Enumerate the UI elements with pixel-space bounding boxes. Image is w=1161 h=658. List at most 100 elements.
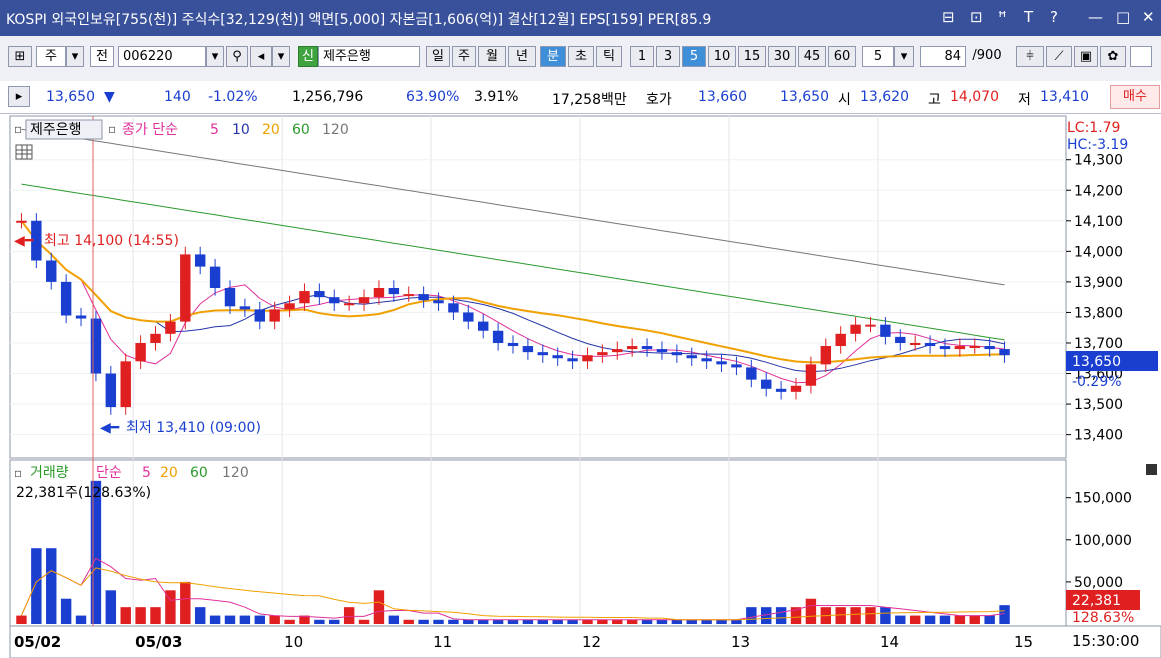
minute-45[interactable]: 45 [798, 46, 826, 67]
period-year[interactable]: 년 [508, 46, 536, 67]
stock-list-icon[interactable]: ▾ [272, 46, 290, 67]
minute-5[interactable]: 5 [682, 46, 706, 67]
volume-bar [150, 607, 161, 624]
option-checkbox[interactable] [1130, 46, 1152, 67]
count-input[interactable]: 84 [920, 46, 966, 67]
candle-body [939, 346, 951, 350]
candle-body [701, 358, 712, 362]
minute-30[interactable]: 30 [768, 46, 796, 67]
volume-tick-label: 100,000 [1074, 533, 1132, 549]
vol-ma-5-label: 5 [142, 465, 151, 481]
volume-bar [909, 615, 921, 624]
candle-body [880, 324, 891, 337]
volume-bar [299, 615, 310, 624]
current-change-value: -0.29% [1072, 374, 1122, 390]
volume-bar [552, 619, 563, 624]
candle-body [418, 294, 429, 301]
date-label: 10 [284, 633, 303, 651]
trendline-icon[interactable]: ⟋ [1046, 46, 1072, 67]
candle-body [790, 385, 802, 392]
candle-body [343, 303, 355, 306]
vol-ma-5-line [20, 557, 1005, 621]
maximize-icon[interactable]: □ [1116, 8, 1131, 26]
volume-bar [612, 619, 623, 624]
unit-minute[interactable]: 분 [540, 46, 566, 67]
ratio-1: 63.90% [406, 89, 460, 105]
current-price-tag-value: 13,650 [1072, 354, 1121, 370]
time-label: 15:30:00 [1072, 632, 1139, 650]
volume-bar [522, 619, 534, 624]
volume-bar [939, 615, 951, 624]
stock-code-input[interactable]: 006220 [118, 46, 206, 67]
interval-input[interactable]: 5 [862, 46, 894, 67]
minute-1[interactable]: 1 [630, 46, 654, 67]
period-week[interactable]: 주 [452, 46, 476, 67]
table-icon[interactable] [15, 144, 33, 160]
market-select[interactable]: 주 [36, 46, 66, 67]
candle-body [135, 342, 146, 362]
unit-second[interactable]: 초 [568, 46, 594, 67]
volume-bar [448, 619, 459, 624]
volume-bar [31, 548, 42, 624]
ma-120-label: 120 [322, 122, 349, 138]
hoga-label: 호가 [646, 92, 672, 108]
minimize-icon[interactable]: — [1088, 8, 1103, 26]
save-icon[interactable]: ▣ [1074, 46, 1098, 67]
volume-tick-label: 50,000 [1074, 575, 1123, 591]
candle-body [90, 318, 102, 374]
date-label: 05/02 [14, 633, 61, 651]
candle-type-icon[interactable]: ⫩ [1016, 46, 1044, 67]
date-label: 12 [582, 633, 601, 651]
gear-icon[interactable]: ✿ [1100, 46, 1126, 67]
restore-icon[interactable]: ⊟ [942, 8, 955, 26]
window-title: KOSPI 외국인보유[755(천)] 주식수[32,129(천)] 액면[5,… [6, 12, 712, 28]
current-volume-tag [1066, 590, 1140, 610]
count-total: /900 [972, 48, 1002, 63]
volume-bar [105, 590, 117, 624]
volume-bar [329, 619, 340, 624]
volume-bar [716, 619, 727, 624]
minute-3[interactable]: 3 [656, 46, 680, 67]
min-arrow-icon: ◀━ [100, 420, 120, 436]
quote-menu-icon[interactable]: ▸ [8, 86, 30, 107]
volume-bar [284, 619, 295, 624]
volume-bar [358, 619, 370, 624]
volume-bar [761, 607, 772, 624]
close-icon[interactable]: ✕ [1142, 8, 1155, 26]
unit-tick[interactable]: 틱 [596, 46, 622, 67]
prev-stock-icon[interactable]: ◂ [250, 46, 272, 67]
candle-body [31, 220, 42, 261]
minute-10[interactable]: 10 [708, 46, 736, 67]
minute-15[interactable]: 15 [738, 46, 766, 67]
interval-dropdown-icon[interactable]: ▾ [894, 46, 914, 67]
volume-bar [75, 615, 87, 624]
high-label: 고 [928, 92, 941, 108]
candle-body [120, 361, 131, 408]
layout-icon[interactable]: ⊞ [8, 46, 32, 67]
period-day[interactable]: 일 [426, 46, 450, 67]
stock-label-box[interactable] [25, 119, 103, 140]
candle-body [909, 342, 921, 345]
buy-button[interactable]: 매수 [1110, 85, 1160, 109]
candle-body [686, 355, 697, 359]
code-dropdown-icon[interactable]: ▾ [206, 46, 224, 67]
minute-60[interactable]: 60 [828, 46, 856, 67]
font-icon[interactable]: T [1024, 8, 1034, 26]
pin-icon[interactable]: ꟸ [998, 8, 1007, 26]
candle-body [656, 349, 668, 353]
volume-bar [165, 590, 176, 624]
volume-panel-close-icon[interactable] [1146, 464, 1157, 475]
candle-body [820, 346, 832, 365]
price-tick-label: 13,400 [1074, 428, 1123, 444]
volume-bar [865, 607, 876, 624]
date-label: 15 [1014, 633, 1033, 651]
mode-select[interactable]: 전 [90, 46, 114, 67]
ma-10-label: 10 [232, 122, 250, 138]
period-month[interactable]: 월 [478, 46, 506, 67]
help-icon[interactable]: ? [1050, 8, 1058, 26]
trade-amount: 17,258백만 [552, 92, 627, 108]
candle-body [403, 294, 414, 297]
chevron-down-icon[interactable]: ▾ [66, 46, 84, 67]
float-icon[interactable]: ⊡ [970, 8, 983, 26]
search-icon[interactable]: ⚲ [226, 46, 248, 67]
